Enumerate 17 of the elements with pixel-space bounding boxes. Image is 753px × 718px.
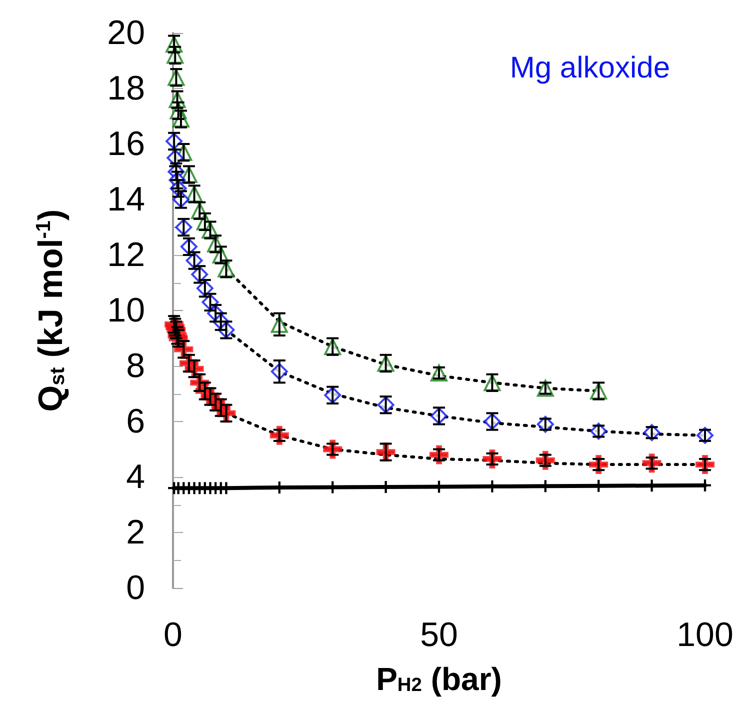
y-tick-label: 2: [126, 514, 145, 552]
y-tick-label: 4: [126, 458, 145, 496]
y-tick-label: 0: [126, 569, 145, 607]
y-axis-title: Qst (kJ mol-1): [32, 209, 70, 412]
y-tick-label: 10: [107, 292, 145, 330]
x-tick-label: 50: [420, 616, 458, 654]
x-tick-label: 0: [164, 616, 182, 654]
y-tick-label: 6: [126, 402, 145, 440]
text: Mg alkoxide: [510, 52, 670, 84]
y-tick-label: 12: [107, 236, 145, 274]
x-axis-title: PH2 (bar): [376, 661, 502, 697]
y-tick-label: 8: [126, 347, 145, 385]
y-tick-label: 20: [107, 14, 145, 52]
y-tick-label: 14: [107, 180, 145, 218]
y-tick-label: 18: [107, 70, 145, 108]
x-tick-label: 100: [676, 616, 734, 654]
y-tick-label: 16: [107, 125, 145, 163]
